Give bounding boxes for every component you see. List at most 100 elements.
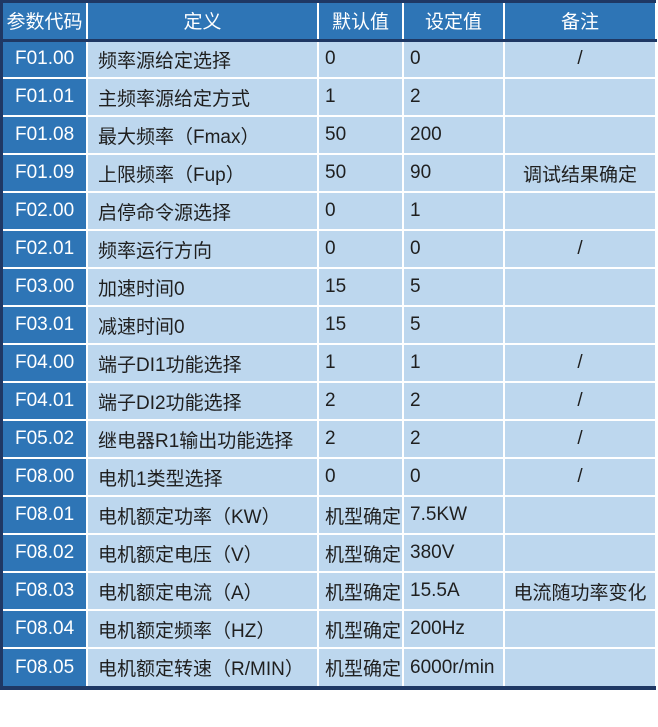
definition-cell: 上限频率（Fup） — [86, 153, 319, 193]
header-param-code: 参数代码 — [3, 3, 88, 42]
table-row: F03.01 减速时间0 15 5 — [3, 305, 657, 345]
remark-cell — [503, 115, 657, 155]
definition-cell: 频率运行方向 — [86, 229, 319, 269]
remark-cell: 调试结果确定 — [503, 153, 657, 193]
table-row: F08.02 电机额定电压（V） 机型确定 380V — [3, 533, 657, 573]
set-value-cell: 7.5KW — [402, 495, 505, 535]
default-value-cell: 0 — [317, 191, 404, 231]
remark-cell: / — [503, 39, 657, 79]
table-row: F08.03 电机额定电流（A） 机型确定 15.5A 电流随功率变化 — [3, 571, 657, 611]
set-value-cell: 15.5A — [402, 571, 505, 611]
default-value-cell: 0 — [317, 229, 404, 269]
default-value-cell: 15 — [317, 305, 404, 345]
definition-cell: 电机额定频率（HZ） — [86, 609, 319, 649]
default-value-cell: 机型确定 — [317, 609, 404, 649]
set-value-cell: 380V — [402, 533, 505, 573]
definition-cell: 端子DI2功能选择 — [86, 381, 319, 421]
param-code-cell: F03.01 — [3, 305, 88, 345]
set-value-cell: 0 — [402, 457, 505, 497]
param-code-cell: F08.01 — [3, 495, 88, 535]
default-value-cell: 机型确定 — [317, 571, 404, 611]
remark-cell — [503, 305, 657, 345]
set-value-cell: 2 — [402, 77, 505, 117]
default-value-cell: 2 — [317, 419, 404, 459]
remark-cell — [503, 647, 657, 686]
parameter-table-wrapper: 参数代码 定义 默认值 设定值 备注 F01.00 频率源给定选择 0 0 / … — [0, 0, 657, 690]
definition-cell: 电机1类型选择 — [86, 457, 319, 497]
default-value-cell: 1 — [317, 343, 404, 383]
parameter-table: 参数代码 定义 默认值 设定值 备注 F01.00 频率源给定选择 0 0 / … — [3, 3, 657, 686]
default-value-cell: 1 — [317, 77, 404, 117]
set-value-cell: 2 — [402, 381, 505, 421]
set-value-cell: 200Hz — [402, 609, 505, 649]
param-code-cell: F08.00 — [3, 457, 88, 497]
table-row: F05.02 继电器R1输出功能选择 2 2 / — [3, 419, 657, 459]
set-value-cell: 5 — [402, 305, 505, 345]
remark-cell — [503, 191, 657, 231]
param-code-cell: F08.03 — [3, 571, 88, 611]
param-code-cell: F01.08 — [3, 115, 88, 155]
header-row: 参数代码 定义 默认值 设定值 备注 — [3, 3, 657, 42]
definition-cell: 电机额定功率（KW） — [86, 495, 319, 535]
definition-cell: 电机额定转速（R/MIN） — [86, 647, 319, 686]
remark-cell: / — [503, 419, 657, 459]
set-value-cell: 0 — [402, 39, 505, 79]
table-row: F08.00 电机1类型选择 0 0 / — [3, 457, 657, 497]
definition-cell: 频率源给定选择 — [86, 39, 319, 79]
definition-cell: 继电器R1输出功能选择 — [86, 419, 319, 459]
table-row: F02.01 频率运行方向 0 0 / — [3, 229, 657, 269]
set-value-cell: 1 — [402, 343, 505, 383]
table-row: F01.00 频率源给定选择 0 0 / — [3, 39, 657, 79]
default-value-cell: 机型确定 — [317, 495, 404, 535]
remark-cell: / — [503, 457, 657, 497]
default-value-cell: 0 — [317, 39, 404, 79]
remark-cell: / — [503, 381, 657, 421]
header-remark: 备注 — [503, 3, 657, 42]
definition-cell: 主频率源给定方式 — [86, 77, 319, 117]
table-row: F04.01 端子DI2功能选择 2 2 / — [3, 381, 657, 421]
definition-cell: 最大频率（Fmax） — [86, 115, 319, 155]
table-row: F01.08 最大频率（Fmax） 50 200 — [3, 115, 657, 155]
default-value-cell: 机型确定 — [317, 647, 404, 686]
param-code-cell: F08.05 — [3, 647, 88, 686]
remark-cell — [503, 77, 657, 117]
table-header: 参数代码 定义 默认值 设定值 备注 — [3, 3, 657, 42]
remark-cell — [503, 495, 657, 535]
header-definition: 定义 — [86, 3, 319, 42]
default-value-cell: 2 — [317, 381, 404, 421]
set-value-cell: 1 — [402, 191, 505, 231]
header-set-value: 设定值 — [402, 3, 505, 42]
set-value-cell: 200 — [402, 115, 505, 155]
param-code-cell: F05.02 — [3, 419, 88, 459]
param-code-cell: F08.02 — [3, 533, 88, 573]
default-value-cell: 50 — [317, 115, 404, 155]
table-row: F08.05 电机额定转速（R/MIN） 机型确定 6000r/min — [3, 647, 657, 686]
param-code-cell: F04.00 — [3, 343, 88, 383]
table-row: F08.01 电机额定功率（KW） 机型确定 7.5KW — [3, 495, 657, 535]
default-value-cell: 50 — [317, 153, 404, 193]
definition-cell: 加速时间0 — [86, 267, 319, 307]
remark-cell — [503, 609, 657, 649]
remark-cell: / — [503, 229, 657, 269]
table-row: F04.00 端子DI1功能选择 1 1 / — [3, 343, 657, 383]
param-code-cell: F08.04 — [3, 609, 88, 649]
table-row: F08.04 电机额定频率（HZ） 机型确定 200Hz — [3, 609, 657, 649]
default-value-cell: 机型确定 — [317, 533, 404, 573]
set-value-cell: 0 — [402, 229, 505, 269]
table-row: F01.01 主频率源给定方式 1 2 — [3, 77, 657, 117]
definition-cell: 电机额定电压（V） — [86, 533, 319, 573]
table-row: F03.00 加速时间0 15 5 — [3, 267, 657, 307]
default-value-cell: 15 — [317, 267, 404, 307]
table-row: F02.00 启停命令源选择 0 1 — [3, 191, 657, 231]
remark-cell: 电流随功率变化 — [503, 571, 657, 611]
param-code-cell: F01.01 — [3, 77, 88, 117]
definition-cell: 端子DI1功能选择 — [86, 343, 319, 383]
param-table-body: F01.00 频率源给定选择 0 0 / F01.01 主频率源给定方式 1 2… — [3, 39, 657, 686]
param-code-cell: F03.00 — [3, 267, 88, 307]
set-value-cell: 90 — [402, 153, 505, 193]
set-value-cell: 5 — [402, 267, 505, 307]
set-value-cell: 2 — [402, 419, 505, 459]
remark-cell — [503, 267, 657, 307]
header-default-value: 默认值 — [317, 3, 404, 42]
